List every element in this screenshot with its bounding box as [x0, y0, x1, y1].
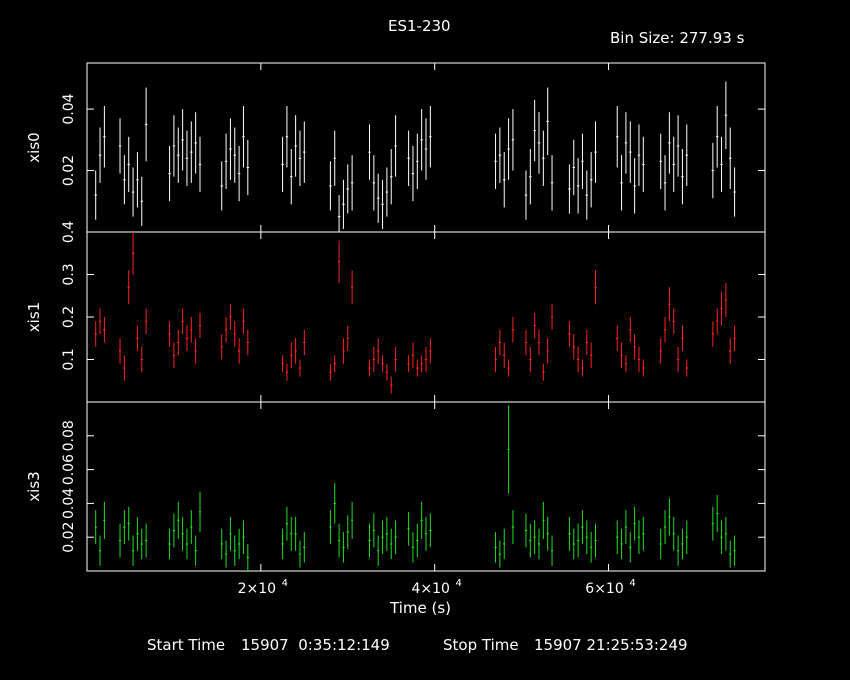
y-tick-label-xis0: 0.04 [61, 93, 77, 124]
y-tick-label-xis1: 0.2 [61, 306, 77, 328]
panel-frame-xis3 [86, 401, 766, 572]
panel-frame-xis1 [86, 231, 766, 403]
y-tick-label-xis1: 0.4 [61, 221, 77, 243]
y-tick-label-xis3: 0.04 [61, 488, 77, 519]
y-tick-label-xis3: 0.06 [61, 454, 77, 485]
y-tick-label-xis0: 0.02 [61, 155, 77, 186]
x-tick-label-exponent: 4 [282, 578, 288, 589]
x-tick-label-exponent: 4 [456, 578, 462, 589]
y-tick-label-xis1: 0.3 [61, 263, 77, 285]
y-axis-label-xis0: xis0 [25, 132, 43, 162]
chart-title: ES1-230 [388, 17, 451, 35]
y-axis-label-xis3: xis3 [25, 471, 43, 501]
x-tick-label: 2×10 [238, 581, 276, 597]
y-tick-label-xis3: 0.08 [61, 420, 77, 451]
x-tick-label: 6×10 [585, 581, 623, 597]
y-axis-label-xis1: xis1 [25, 302, 43, 332]
bin-size-label: Bin Size: 277.93 s [610, 29, 745, 47]
stop-time-label: Stop Time [443, 636, 519, 654]
x-tick-label-exponent: 4 [629, 578, 635, 589]
x-axis-label: Time (s) [390, 599, 451, 617]
stop-time-value: 15907 21:25:53:249 [534, 636, 688, 654]
y-tick-label-xis1: 0.1 [61, 348, 77, 370]
y-tick-label-xis3: 0.02 [61, 522, 77, 553]
start-time-label: Start Time [147, 636, 226, 654]
x-tick-label: 4×10 [411, 581, 449, 597]
start-time-value: 15907 0:35:12:149 [241, 636, 390, 654]
